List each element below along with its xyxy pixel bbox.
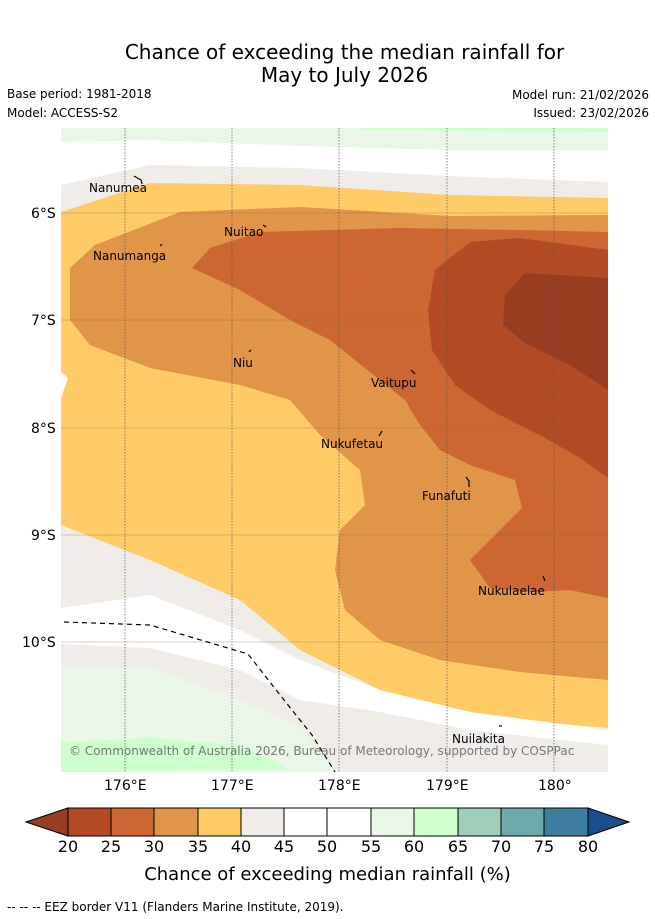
colorbar-max-arrow [587,807,631,837]
lat-tick-8s: 8°S [31,421,56,437]
colorbar-cell-20 [68,808,111,836]
place-label-vaitupu: Vaitupu [371,376,417,390]
place-label-nuitao: Nuitao [224,225,264,239]
place-label-nanumanga: Nanumanga [93,249,167,263]
lat-tick-7s: 7°S [31,313,56,329]
colorbar-cell-50 [327,808,371,836]
colorbar-cell-25 [111,808,154,836]
model-name: Model: ACCESS-S2 [7,106,119,120]
colorbar-label-30: 30 [143,837,165,856]
contour-60-65-north [360,128,608,132]
place-label-nuilakita: Nuilakita [452,732,505,746]
colorbar-cell-60 [414,808,458,836]
island-mark-nuitao [262,224,267,228]
island-mark-nukulaelae [542,575,546,582]
place-label-nukulaelae: Nukulaelae [478,584,545,598]
contour-left-wedge [61,372,68,398]
island-mark-nanumanga [159,243,163,247]
lon-tick-180: 180° [538,778,572,794]
colorbar-cell-75 [544,808,588,836]
colorbar-label-50: 50 [316,837,338,856]
lon-tick-177e: 177°E [211,778,254,794]
colorbar-cell-70 [501,808,544,836]
eez-border-note: -- -- -- EEZ border V11 (Flanders Marine… [7,900,344,914]
contour-55-60-north [61,128,608,150]
colorbar-dividers [110,808,545,836]
colorbar-cell-65 [458,808,501,836]
place-label-niu: Niu [233,356,253,370]
contour-60-65-south [61,738,290,772]
lat-tick-9s: 9°S [31,528,56,544]
colorbar-cell-30 [154,808,198,836]
island-mark-funafuti [465,476,470,487]
colorbar [24,807,631,837]
lat-tick-10s: 10°S [22,635,56,651]
colorbar-frame [67,807,589,837]
colorbar-cell-35 [198,808,241,836]
eez-border-line [63,621,336,772]
map-contours [61,128,608,772]
colorbar-label-80: 80 [577,837,599,856]
colorbar-label-65: 65 [447,837,469,856]
island-mark-vaitupu [410,369,416,375]
colorbar-cell-40 [241,808,284,836]
place-label-nukufetau: Nukufetau [321,437,384,451]
colorbar-title: Chance of exceeding median rainfall (%) [144,864,511,885]
contour-below-20 [503,273,608,390]
lon-tick-178e: 178°E [318,778,361,794]
island-mark-niu [248,349,252,353]
colorbar-label-70: 70 [490,837,512,856]
contour-45-55-south [61,595,608,745]
island-mark-nanumea [133,175,143,185]
colorbar-cell-55 [371,808,414,836]
lon-tick-179e: 179°E [426,778,469,794]
island-mark-nukufetau [378,430,383,437]
colorbar-label-60: 60 [403,837,425,856]
colorbar-label-20: 20 [57,837,79,856]
colorbar-min-arrow [24,807,69,837]
colorbar-label-35: 35 [187,837,209,856]
base-period: Base period: 1981-2018 [7,87,152,101]
place-label-nanumea: Nanumea [89,181,147,195]
colorbar-cell-45 [284,808,327,836]
colorbar-label-40: 40 [230,837,252,856]
issued-date: Issued: 23/02/2026 [533,106,649,120]
model-run: Model run: 21/02/2026 [511,88,649,102]
island-markers [133,175,546,727]
chart-title-line1: Chance of exceeding the median rainfall … [124,40,565,64]
lat-tick-6s: 6°S [31,206,56,222]
colorbar-label-45: 45 [273,837,295,856]
chart-title-line2: May to July 2026 [260,63,429,87]
colorbar-label-25: 25 [100,837,122,856]
colorbar-label-75: 75 [533,837,555,856]
colorbar-label-55: 55 [360,837,382,856]
place-label-funafuti: Funafuti [422,489,471,503]
gridlines [124,128,555,772]
lat-lines [61,212,608,643]
lon-tick-176e: 176°E [104,778,147,794]
copyright-notice: © Commonwealth of Australia 2026, Bureau… [69,744,575,758]
